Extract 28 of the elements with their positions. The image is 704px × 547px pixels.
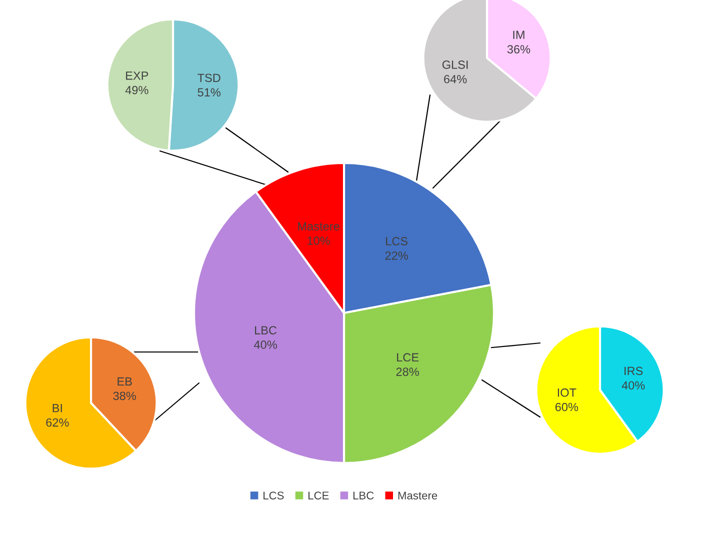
data-label: 36% [507,45,530,54]
data-label: 49% [125,86,148,94]
legend-label: Mastere [398,492,438,500]
slice-label: LCE [397,353,419,362]
slice-label: TSD [198,74,220,82]
legend-label: LCS [264,492,284,500]
slice-label: GLSI [442,60,468,69]
data-label: 38% [113,392,136,400]
slice-label: IOT [558,388,576,397]
slice-label: EB [118,377,132,386]
slice-label: IM [513,30,524,39]
data-label: 40% [254,340,277,349]
data-label: 62% [46,418,69,427]
slice-label: EXP [126,72,148,80]
data-label: 28% [396,368,419,376]
slice-label: BI [52,404,62,412]
data-label: 40% [622,381,645,390]
data-label: 10% [308,236,330,245]
slice-label: IRS [624,366,643,376]
legend-label: LBC [353,492,374,500]
legend-label: LCE [308,492,329,500]
slice-label: LBC [255,326,277,334]
data-label: 51% [198,88,221,97]
slice-label: LCS [386,237,408,246]
data-label: 64% [444,74,467,84]
slice-label: Mastere [298,222,340,230]
data-label: 60% [555,402,578,412]
data-label: 22% [385,251,408,260]
